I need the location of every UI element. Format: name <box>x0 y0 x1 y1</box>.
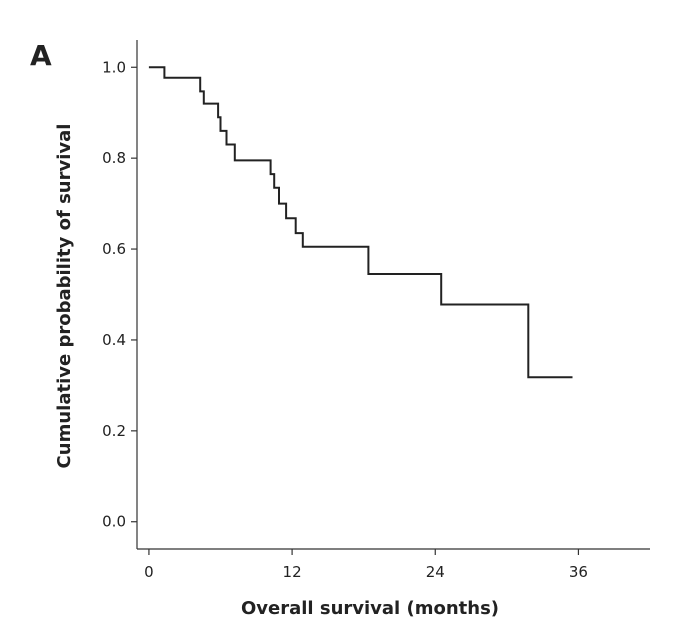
x-axis-title: Overall survival (months) <box>241 598 499 619</box>
y-tick-label: 0.2 <box>102 422 126 440</box>
x-tick-label: 36 <box>569 563 588 581</box>
y-axis-title: Cumulative probability of survival <box>54 124 75 469</box>
x-tick-label: 12 <box>283 563 302 581</box>
plot-area: 0.0 0.2 0.4 0.6 0.8 1.0 0 12 24 36 <box>102 40 650 581</box>
y-tick-label: 0.0 <box>102 513 126 531</box>
y-tick-label: 0.6 <box>102 240 126 258</box>
y-tick-label: 0.4 <box>102 331 126 349</box>
x-tick-label: 0 <box>144 563 154 581</box>
x-ticks: 0 12 24 36 <box>144 549 588 581</box>
survival-curve-series <box>148 66 573 379</box>
x-tick-label: 24 <box>426 563 445 581</box>
y-tick-label: 1.0 <box>102 58 126 76</box>
y-ticks: 0.0 0.2 0.4 0.6 0.8 1.0 <box>102 58 137 531</box>
y-tick-label: 0.8 <box>102 149 126 167</box>
panel-label: A <box>30 39 52 72</box>
